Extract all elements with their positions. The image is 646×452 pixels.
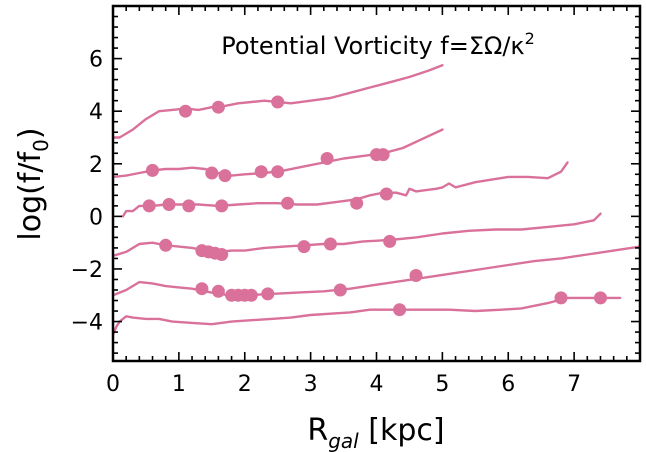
series-4-point-1 [159,238,173,252]
series-2-point-3 [218,169,232,183]
x-tick-label-7: 7 [567,372,581,397]
series-5-point-2 [211,284,225,298]
series-4-point-5 [215,248,229,261]
series-2-point-6 [320,152,334,165]
chart-title: Potential Vorticity f=ΣΩ/κ2 [221,29,535,60]
axis-ticks: 0 1 2 3 4 5 6 7 −4 −2 0 2 4 6 [71,5,641,397]
series-2-point-8 [376,148,390,162]
series-5-point-9 [409,269,423,282]
series-6-point-1 [393,303,407,317]
series-1-point-1 [179,104,192,118]
x-tick-label-0: 0 [106,372,120,397]
series-5-point-7 [261,287,275,301]
series-1-point-2 [211,100,225,114]
series-6-point-2 [554,291,568,305]
x-tick-label-5: 5 [435,372,449,397]
x-tick-label-2: 2 [238,372,252,397]
x-tick-label-1: 1 [172,372,186,397]
y-tick-label--2: −2 [71,258,103,283]
series-1-line [113,64,444,139]
y-tick-label-0: 0 [89,205,103,230]
series-6-line [113,296,622,336]
x-tick-label-6: 6 [501,372,515,397]
y-tick-label-4: 4 [89,100,103,125]
y-tick-label-6: 6 [89,48,103,73]
series-4-line [113,212,602,257]
series-5-point-1 [195,282,209,296]
y-tick-label--4: −4 [71,311,103,336]
y-tick-label-2: 2 [89,153,103,178]
series-2-point-2 [205,166,219,180]
x-axis-title: Rgal [kpc] [307,413,444,452]
x-tick-label-3: 3 [304,372,318,397]
series-3-point-5 [281,196,295,210]
series-3-point-1 [142,199,156,213]
plot-area [113,64,640,336]
series-4-point-7 [323,237,337,251]
series-3-point-3 [182,199,196,213]
series-4-point-6 [297,240,311,254]
series-3-point-6 [350,196,364,210]
series-2-point-4 [254,165,268,179]
series-5-point-6 [244,288,258,302]
series-3-point-4 [215,199,229,213]
series-3-point-2 [162,198,176,211]
series-6-point-3 [594,291,607,305]
series-2-point-5 [271,165,285,179]
series-3-point-7 [379,187,393,201]
series-5-line [113,245,640,297]
series-2-point-1 [146,163,159,177]
x-tick-label-4: 4 [370,372,384,397]
series-1-point-3 [271,95,285,109]
series-4-point-8 [383,234,397,248]
series-5-point-8 [333,283,347,297]
y-axis-title: log(f/f0) [13,127,53,240]
